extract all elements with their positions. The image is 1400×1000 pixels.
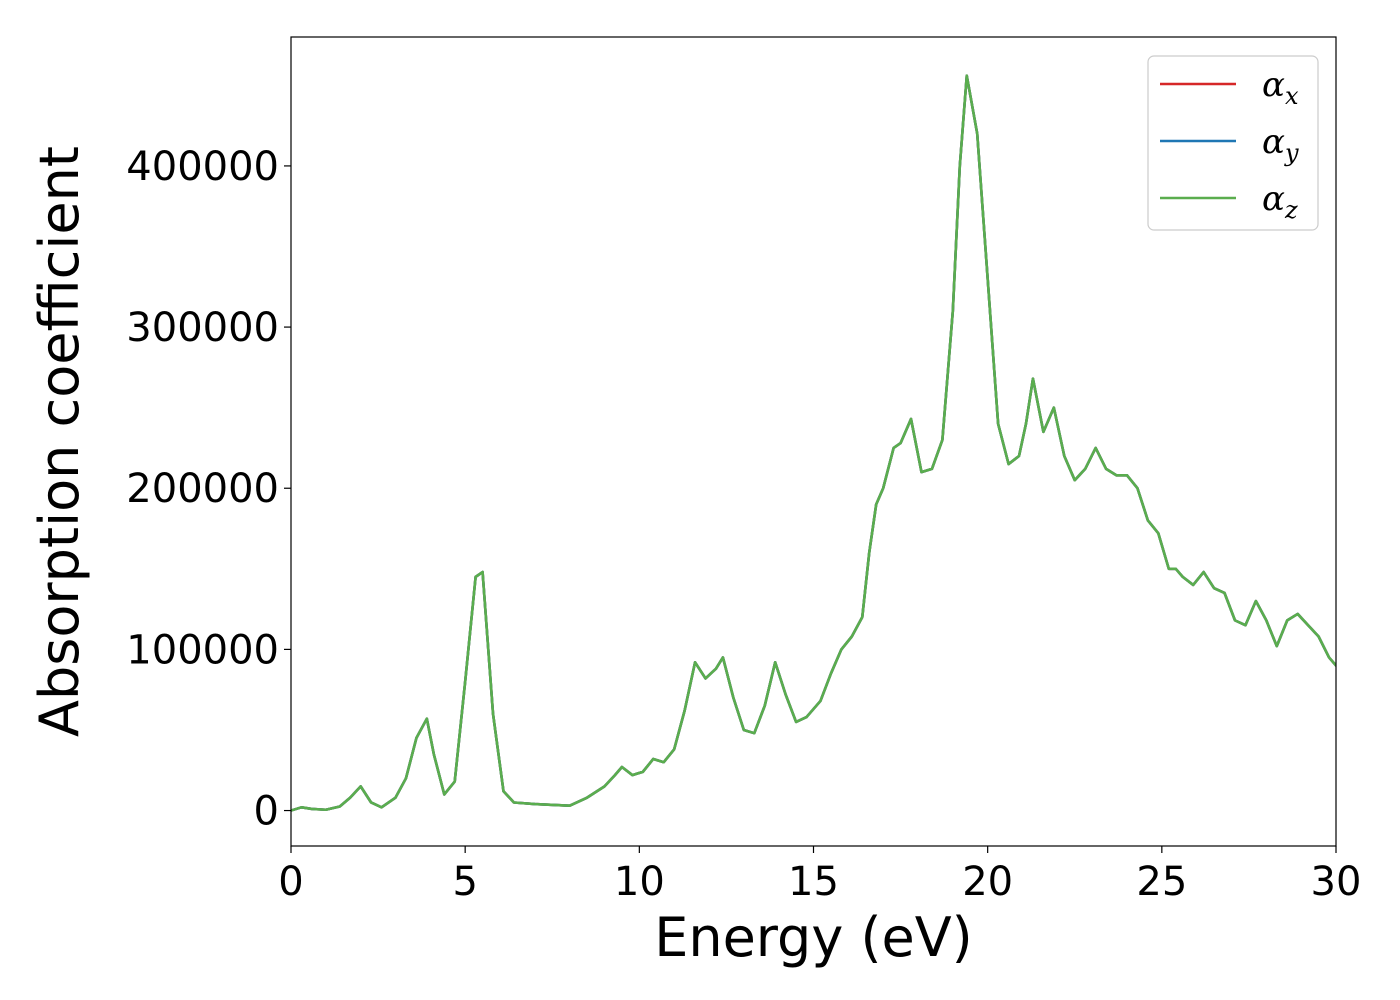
legend-label-y: αy — [1262, 122, 1299, 167]
x-axis-ticks: 0 5 10 15 20 25 30 — [278, 846, 1361, 905]
x-tick-label: 10 — [614, 859, 665, 905]
y-axis-ticks: 0 100000 200000 300000 400000 — [126, 144, 291, 835]
series-line-z — [291, 74, 1336, 812]
y-tick-label: 0 — [254, 789, 279, 835]
x-tick-label: 30 — [1311, 859, 1362, 905]
y-tick-label: 200000 — [126, 466, 279, 512]
legend-label-x: αx — [1262, 65, 1299, 110]
x-tick-label: 15 — [788, 859, 839, 905]
series-layer — [291, 74, 1336, 812]
x-tick-label: 5 — [452, 859, 477, 905]
y-tick-label: 300000 — [126, 305, 279, 351]
x-axis-title: Energy (eV) — [654, 906, 973, 969]
legend-box — [1147, 55, 1319, 231]
y-tick-label: 400000 — [126, 144, 279, 190]
legend: αx αy αz — [1147, 55, 1319, 231]
y-tick-label: 100000 — [126, 627, 279, 673]
x-tick-label: 0 — [278, 859, 303, 905]
y-axis-title: Absorption coefficient — [28, 146, 91, 737]
x-tick-label: 25 — [1136, 859, 1187, 905]
legend-label-z: αz — [1262, 179, 1298, 224]
x-tick-label: 20 — [962, 859, 1013, 905]
